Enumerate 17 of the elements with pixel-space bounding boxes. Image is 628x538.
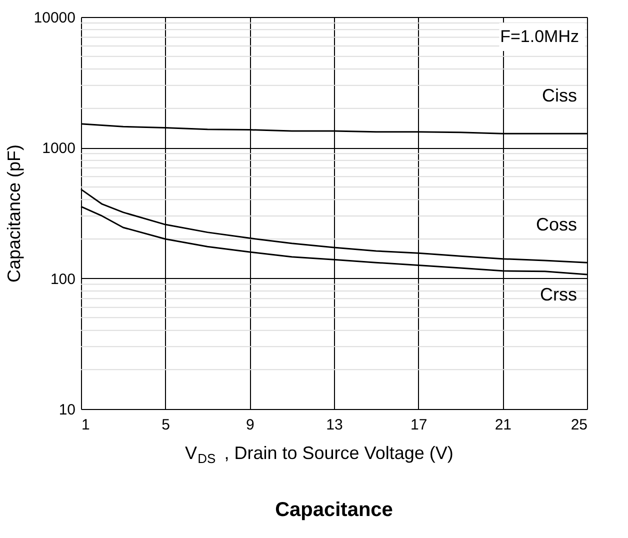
y-tick-label: 1000: [42, 140, 76, 158]
y-tick-label: 10: [58, 402, 76, 418]
x-tick-label: 17: [410, 416, 428, 434]
annotation: F=1.0MHz: [500, 27, 579, 46]
series-label: Crss: [540, 284, 577, 304]
y-tick-label: 100: [50, 270, 76, 288]
y-axis-title: Capacitance (pF): [4, 144, 24, 283]
x-tick-label: 21: [494, 416, 512, 434]
x-tick-label: 9: [246, 416, 254, 434]
series-label: Coss: [536, 214, 577, 235]
series-label: Ciss: [542, 86, 577, 106]
text: Capacitance: [275, 499, 393, 521]
x-tick-label: 5: [162, 416, 170, 434]
x-tick-label: 25: [570, 416, 588, 434]
x-tick-label: 1: [82, 416, 90, 434]
y-tick-label: 10000: [34, 10, 76, 26]
x-tick-label: 13: [326, 416, 343, 434]
